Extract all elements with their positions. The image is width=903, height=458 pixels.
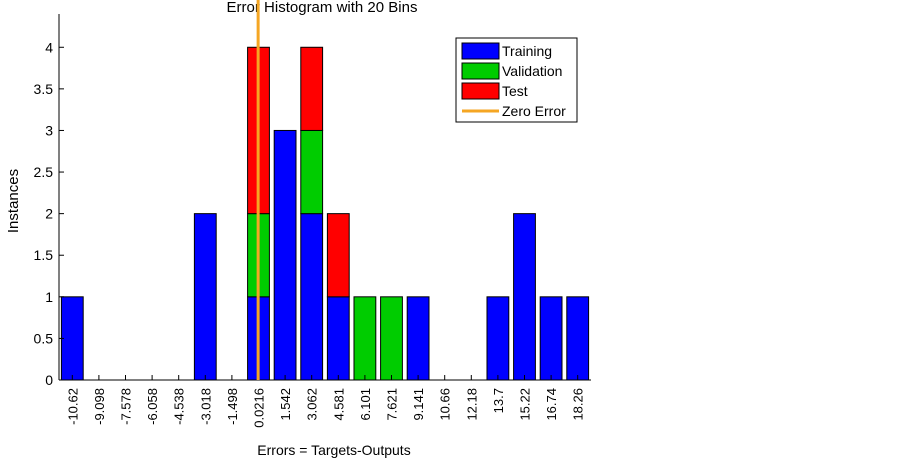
- x-tick-label-5: -3.018: [198, 388, 213, 425]
- legend-swatch-validation: [461, 62, 500, 80]
- legend-label-test: Test: [502, 83, 528, 99]
- bar-training-18: [539, 296, 563, 381]
- x-tick-label-15: 12.18: [464, 388, 479, 421]
- x-tick-label-4: -4.538: [172, 388, 187, 425]
- x-tick-label-2: -7.578: [119, 388, 134, 425]
- x-tick-label-8: 1.542: [278, 388, 293, 421]
- x-tick-label-3: -6.058: [145, 388, 160, 425]
- x-tick-label-6: -1.498: [225, 388, 240, 425]
- bar-training-5: [193, 213, 217, 381]
- x-tick-label-16: 13.7: [491, 388, 506, 413]
- legend-swatch-test: [461, 82, 500, 100]
- legend: Training Validation Test Zero Error: [455, 37, 578, 123]
- bar-training-0: [60, 296, 84, 381]
- x-tick-label-18: 16.74: [544, 388, 559, 421]
- bar-validation-11: [353, 296, 377, 381]
- x-tick-label-9: 3.062: [305, 388, 320, 421]
- y-tick-label-7: 3.5: [34, 81, 54, 97]
- y-tick-label-4: 2: [45, 206, 53, 222]
- legend-label-validation: Validation: [502, 63, 562, 79]
- x-tick-label-19: 18.26: [571, 388, 586, 421]
- bar-training-13: [406, 296, 430, 381]
- x-tick-label-11: 6.101: [358, 388, 373, 421]
- axes-group: 0 0.5 1 1.5 2 2.5 3 3.5 4 -10.62 -9.098 -7.578 -6.05…: [34, 14, 591, 428]
- y-tick-label-5: 2.5: [34, 164, 54, 180]
- bar-training-16: [486, 296, 510, 381]
- bars-group: [60, 46, 590, 381]
- x-tick-label-17: 15.22: [518, 388, 533, 421]
- x-tick-label-0: -10.62: [65, 388, 80, 425]
- legend-label-training: Training: [502, 43, 552, 59]
- x-tick-label-7: 0.0216: [252, 388, 267, 428]
- y-axis-label: Instances: [5, 169, 22, 233]
- x-tick-label-1: -9.098: [92, 388, 107, 425]
- bar-training-8: [273, 129, 297, 381]
- bar-validation-12: [380, 296, 403, 381]
- chart-title: Error Histogram with 20 Bins: [227, 0, 418, 16]
- x-axis-label: Errors = Targets-Outputs: [257, 442, 410, 458]
- legend-swatch-training: [461, 42, 500, 60]
- y-tick-label-0: 0: [45, 372, 53, 388]
- bar-training-9: [300, 213, 324, 381]
- y-tick-label-8: 4: [45, 39, 53, 55]
- y-tick-label-6: 3: [45, 122, 53, 138]
- x-tick-label-13: 9.141: [411, 388, 426, 421]
- bar-training-19: [566, 296, 590, 381]
- bar-test-10: [326, 213, 350, 298]
- bar-validation-9: [300, 129, 324, 215]
- x-tick-label-10: 4.581: [331, 388, 346, 421]
- x-tick-label-12: 7.621: [385, 388, 400, 421]
- x-tick-label-14: 10.66: [438, 388, 453, 421]
- y-tick-label-1: 0.5: [34, 330, 54, 346]
- y-tick-label-3: 1.5: [34, 247, 54, 263]
- bar-training-17: [513, 213, 536, 381]
- y-tick-label-2: 1: [45, 289, 53, 305]
- bar-training-10: [326, 296, 350, 381]
- bar-test-9: [300, 46, 324, 131]
- legend-label-zero-error: Zero Error: [502, 103, 566, 119]
